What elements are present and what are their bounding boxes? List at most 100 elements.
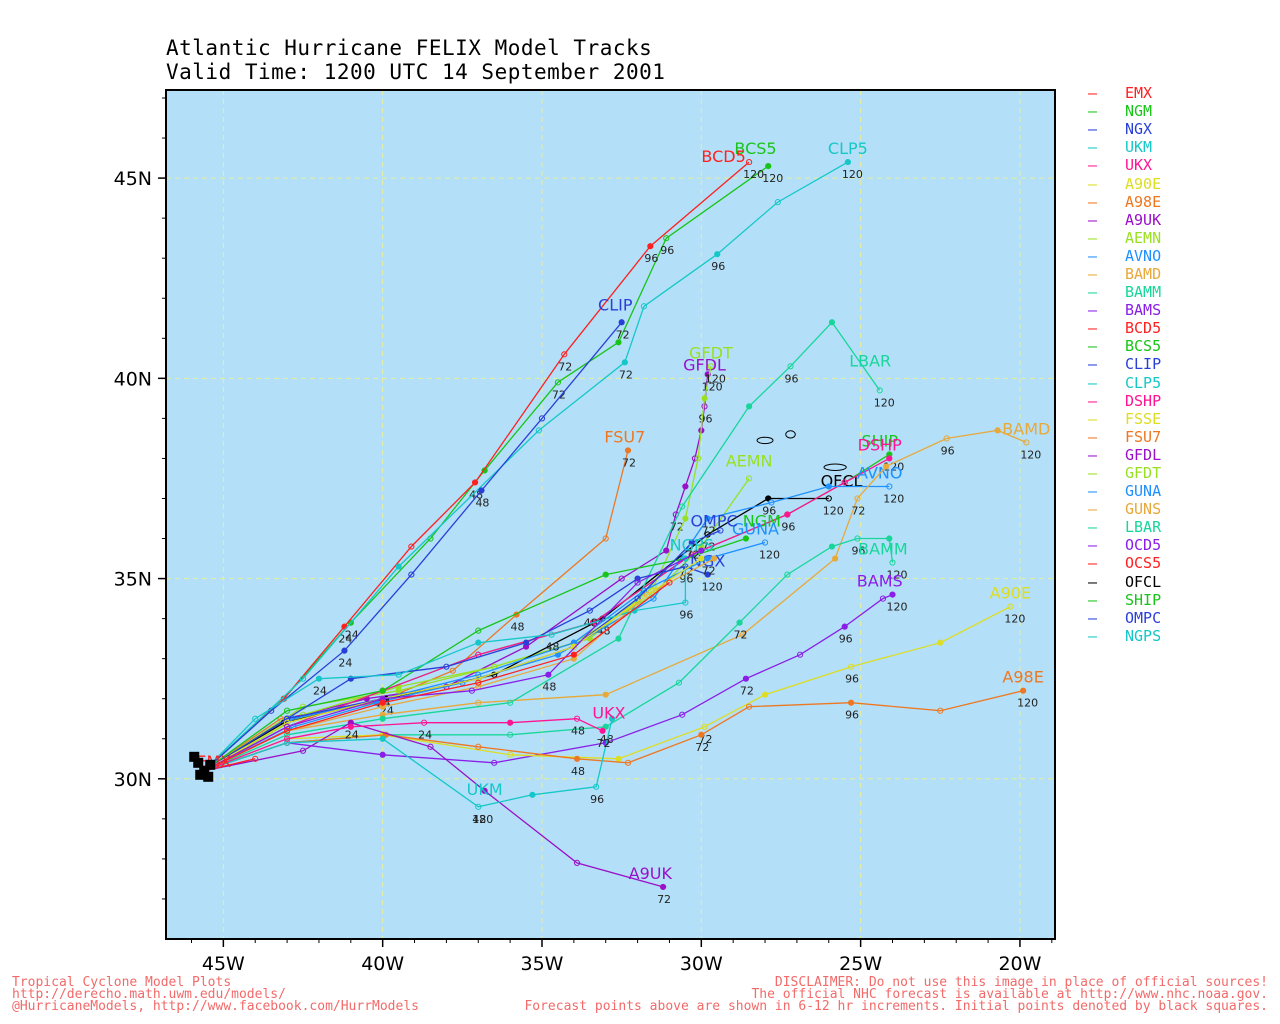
legend-swatch: – — [1088, 409, 1098, 428]
forecast-hour-label: 24 — [345, 729, 359, 742]
track-point — [698, 731, 705, 738]
model-name-label: AEMN — [726, 451, 773, 470]
track-point — [682, 515, 689, 522]
track-line — [203, 558, 702, 772]
forecast-hour-label: 96 — [845, 709, 859, 722]
track-point — [710, 555, 718, 562]
legend-swatch: – — [1088, 355, 1098, 374]
legend-item-bamd: – BAMD — [1088, 265, 1161, 283]
track-point — [475, 743, 482, 750]
model-name-label: UKM — [467, 780, 503, 799]
track-point — [828, 319, 836, 326]
legend-item-ofcl: – OFCL — [1088, 573, 1161, 591]
track-point — [739, 631, 746, 638]
legend-label: NGM — [1125, 102, 1153, 121]
track-point — [475, 679, 482, 686]
track-point — [573, 755, 581, 762]
track-line — [203, 718, 613, 808]
legend-item-clp5: – CLP5 — [1088, 374, 1161, 392]
track-point — [663, 547, 670, 554]
legend-swatch: – — [1088, 536, 1098, 555]
forecast-hour-label: 120 — [1020, 448, 1041, 461]
forecast-hour-label: 48 — [571, 765, 585, 778]
legend-swatch: – — [1088, 319, 1098, 338]
track-point — [640, 303, 648, 310]
legend-swatch: – — [1088, 337, 1098, 356]
initial-point-square — [193, 757, 204, 768]
legend-label: FSU7 — [1125, 427, 1162, 446]
forecast-hour-label: 72 — [558, 360, 572, 373]
forecast-hour-label: 24 — [338, 657, 352, 670]
legend-swatch: – — [1088, 518, 1098, 537]
track-point — [507, 699, 514, 706]
legend-swatch: – — [1088, 427, 1098, 446]
legend-label: BCS5 — [1125, 337, 1162, 356]
track-point — [679, 711, 686, 718]
legend-swatch: – — [1088, 156, 1098, 175]
track-point — [647, 243, 654, 250]
track-point — [889, 591, 896, 598]
track-clp5: 72 96 120 CLP5 — [203, 139, 868, 772]
forecast-hour-label: 96 — [660, 244, 674, 257]
forecast-hour-label: 48 — [475, 496, 489, 509]
model-name-label: BAMS — [857, 572, 903, 591]
track-ocs5 — [203, 579, 673, 772]
legend-item-ompc: – OMPC — [1088, 609, 1161, 627]
track-point — [602, 723, 609, 730]
x-tick-label: 20W — [998, 953, 1041, 975]
track-point — [883, 463, 890, 470]
y-tick-label: 35N — [114, 569, 152, 591]
track-point — [828, 543, 836, 550]
forecast-hour-label: 120 — [702, 581, 723, 594]
legend-label: GFDT — [1125, 464, 1162, 483]
track-point — [714, 251, 721, 258]
forecast-hour-label: 72 — [597, 737, 611, 750]
track-point — [554, 379, 562, 386]
model-name-label: A98E — [1002, 668, 1043, 687]
track-bamd: 72 96 120 BAMD — [203, 419, 1050, 772]
legend-label: A9UK — [1125, 210, 1162, 229]
track-point — [252, 755, 259, 762]
legend-item-a9uk: – A9UK — [1088, 211, 1161, 229]
legend-swatch: – — [1088, 500, 1098, 519]
track-line — [203, 485, 890, 772]
ocean-background — [166, 90, 1055, 939]
legend-swatch: – — [1088, 264, 1098, 283]
legend-swatch: – — [1088, 373, 1098, 392]
track-point — [491, 759, 498, 766]
track-point — [283, 715, 291, 722]
track-line — [203, 582, 670, 772]
legend-swatch: – — [1088, 174, 1098, 193]
model-name-label: SHIP — [861, 431, 898, 450]
track-point — [704, 515, 711, 522]
legend-swatch: – — [1088, 102, 1098, 121]
track-a9uk: 24 72 A9UK — [204, 719, 673, 906]
track-point — [395, 671, 402, 678]
forecast-hour-label: 120 — [823, 504, 844, 517]
track-line — [203, 593, 893, 772]
track-point — [315, 675, 323, 682]
legend-swatch: – — [1088, 210, 1098, 229]
track-point — [535, 427, 542, 434]
forecast-hour-label: 120 — [842, 168, 863, 181]
forecast-hour-label: 96 — [839, 633, 853, 646]
track-point — [994, 427, 1001, 434]
track-line — [203, 429, 1027, 772]
x-tick-label: 35W — [521, 953, 564, 975]
track-a98e: 48 72 96 120 A98E — [203, 668, 1044, 778]
track-point — [844, 158, 851, 166]
forecast-hour-label: 48 — [472, 813, 486, 826]
track-point — [644, 591, 651, 598]
track-point — [299, 747, 307, 754]
track-point — [717, 527, 724, 534]
forecast-hour-label: 120 — [1017, 697, 1038, 710]
track-point — [774, 199, 781, 206]
track-clip: 24 48 72 CLIP — [203, 295, 633, 772]
track-line — [204, 721, 664, 888]
legend-label: DSHP — [1125, 391, 1162, 410]
track-point — [481, 787, 488, 794]
model-name-label: NGM — [743, 512, 781, 531]
track-ngps: 24 48 96 NGPS — [203, 536, 714, 772]
track-point — [608, 715, 616, 722]
track-point — [847, 699, 855, 706]
